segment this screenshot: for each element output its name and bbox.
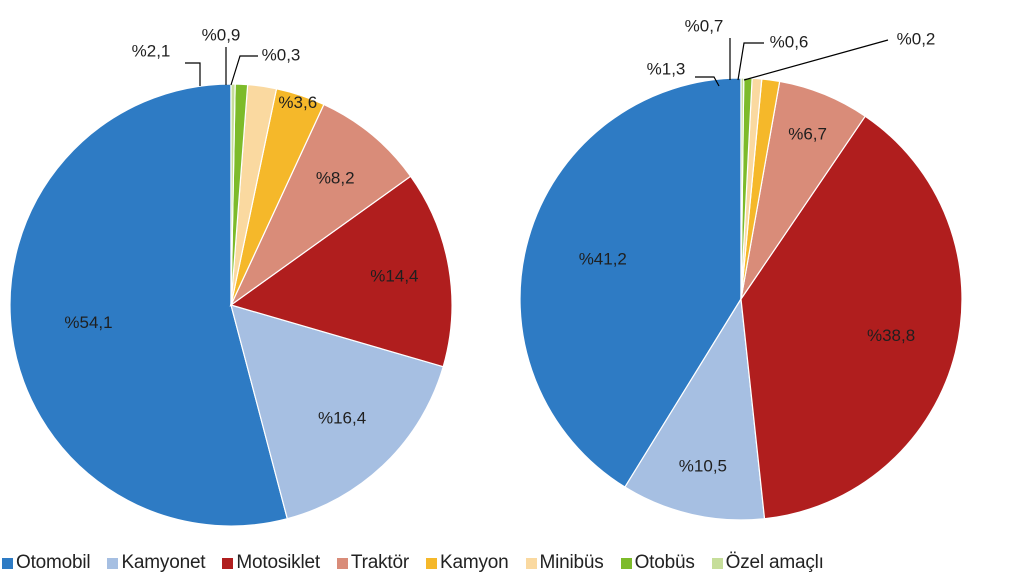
data-label-minibus: %0,7 — [685, 16, 724, 35]
legend-item-kamyon: Kamyon — [426, 552, 509, 574]
data-label-kamyon: %1,3 — [647, 59, 686, 78]
legend-label: Otomobil — [16, 552, 91, 573]
legend-swatch — [620, 557, 632, 569]
leader-line-otobus — [737, 42, 764, 81]
legend-label: Motosiklet — [236, 552, 320, 573]
data-label-ozel-amacli: %0,3 — [262, 45, 301, 64]
data-label-traktor: %6,7 — [788, 125, 827, 144]
chart-legend: Otomobil Kamyonet Motosiklet Traktör Kam… — [2, 550, 824, 576]
data-label-otobus: %0,9 — [202, 25, 241, 44]
data-label-otobus: %0,6 — [770, 32, 809, 51]
data-label-otomobil: %54,1 — [64, 313, 112, 332]
pie-slice-motosiklet — [229, 175, 453, 368]
legend-label: Traktör — [350, 552, 409, 573]
pie-slice-kamyonet — [624, 297, 766, 521]
leader-line-ozel-amacli — [743, 39, 889, 81]
legend-label: Kamyonet — [121, 552, 206, 573]
data-label-ozel-amacli: %0,2 — [897, 29, 936, 48]
data-label-kamyon: %3,6 — [278, 93, 317, 112]
data-label-minibus: %2,1 — [132, 41, 171, 60]
legend-label: Otobüs — [634, 552, 695, 573]
legend-swatch — [2, 557, 13, 569]
legend-item-kamyonet: Kamyonet — [107, 552, 206, 574]
pie-slice-otomobil — [519, 77, 742, 488]
legend-swatch — [711, 557, 723, 569]
data-label-kamyonet: %16,4 — [318, 408, 366, 427]
legend-item-ozel-amacli: Özel amaçlı — [711, 552, 824, 574]
leader-line-ozel-amacli — [230, 55, 258, 86]
data-label-motosiklet: %38,8 — [867, 326, 915, 345]
legend-item-otomobil: Otomobil — [2, 552, 91, 574]
pie-slice-otomobil — [9, 83, 289, 527]
data-label-motosiklet: %14,4 — [370, 266, 418, 285]
pie-slice-ozel-amacli — [740, 77, 745, 300]
legend-item-otobus: Otobüs — [620, 552, 695, 574]
pie-chart-left: %54,1 %16,4 %14,4 %8,2 %3,6 %2,1 %0,9 %0,3 — [9, 25, 453, 527]
legend-item-motosiklet: Motosiklet — [222, 552, 320, 574]
data-label-kamyonet: %10,5 — [679, 457, 727, 476]
legend-swatch — [336, 557, 348, 569]
pie-chart-right: %41,2 %10,5 %38,8 %6,7 %1,3 %0,7 %0,6 %0,2 — [519, 16, 963, 521]
pie-slice-motosiklet — [740, 115, 963, 520]
legend-swatch — [222, 557, 234, 569]
legend-swatch — [426, 557, 437, 569]
pie-slice-traktor — [229, 103, 412, 307]
data-label-otomobil: %41,2 — [579, 249, 627, 268]
data-label-traktor: %8,2 — [316, 168, 355, 187]
legend-label: Özel amaçlı — [725, 552, 824, 573]
legend-swatch — [107, 557, 119, 569]
legend-label: Minibüs — [539, 552, 604, 573]
leader-line-kamyon — [695, 76, 720, 87]
legend-label: Kamyon — [440, 552, 509, 573]
legend-item-minibus: Minibüs — [525, 552, 604, 574]
legend-swatch — [525, 557, 537, 569]
pie-slice-kamyonet — [230, 304, 444, 520]
leader-line-minibus — [185, 62, 201, 86]
legend-item-traktor: Traktör — [336, 552, 409, 574]
